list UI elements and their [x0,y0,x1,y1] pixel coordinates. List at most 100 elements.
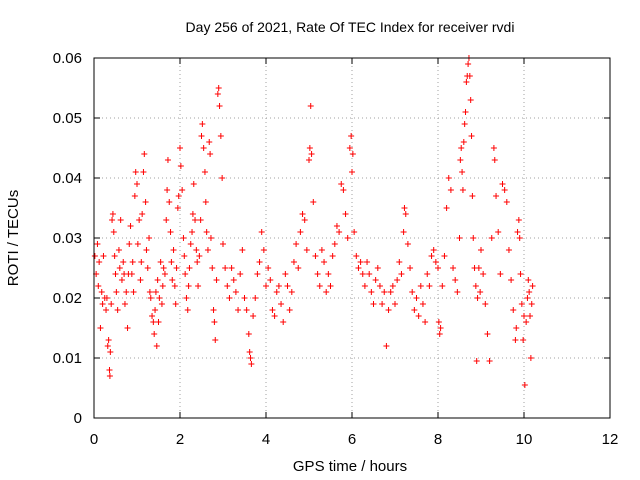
data-point [417,283,424,289]
x-tick-label: 8 [434,431,442,448]
y-tick-label: 0.01 [53,350,82,367]
data-point [123,289,130,295]
data-point [228,265,235,271]
data-point [183,295,190,301]
data-point [149,313,156,319]
data-point [154,277,161,283]
data-point [318,247,325,253]
data-point [458,145,465,151]
data-point [152,289,159,295]
data-point [237,271,244,277]
data-point [460,139,467,145]
grid-lines [94,58,610,418]
data-point [141,151,148,157]
data-point [186,265,193,271]
data-point [179,187,186,193]
data-point [381,289,388,295]
data-point [106,373,113,379]
data-point [424,271,431,277]
data-point [91,253,98,259]
y-tick-label: 0.02 [53,290,82,307]
data-point [171,283,178,289]
data-point [132,169,139,175]
x-tick-label: 2 [176,431,184,448]
data-point [269,307,276,313]
x-tick-label: 6 [348,431,356,448]
data-point [143,247,150,253]
data-point [213,277,220,283]
data-point [514,229,521,235]
data-point [396,259,403,265]
data-point [95,283,102,289]
data-point [314,271,321,277]
data-point [518,301,525,307]
data-point [109,217,116,223]
data-point [475,265,482,271]
data-point [140,169,147,175]
data-point [436,331,443,337]
data-point [409,289,416,295]
data-point [201,169,208,175]
data-point [312,253,319,259]
data-point [331,241,338,247]
data-point [267,277,274,283]
data-point [146,235,153,241]
data-point [139,211,146,217]
data-point [387,289,394,295]
data-point [308,151,315,157]
data-point [100,253,107,259]
data-point [260,247,267,253]
data-point [180,235,187,241]
data-point [254,271,261,277]
data-point [207,151,214,157]
data-point [217,133,224,139]
data-point [94,241,101,247]
chart-title: Day 256 of 2021, Rate Of TEC Index for r… [186,19,515,35]
data-point [265,265,272,271]
data-point [488,235,495,241]
data-point [346,145,353,151]
data-point [170,247,177,253]
data-point [394,277,401,283]
data-point [310,199,317,205]
data-point [508,277,515,283]
data-point [273,289,280,295]
data-point [349,151,356,157]
data-point [163,217,170,223]
data-point [130,289,137,295]
data-point [103,307,110,313]
data-point [459,187,466,193]
data-point [224,283,231,289]
data-point [513,325,520,331]
data-point [159,283,166,289]
y-tick-label: 0.03 [53,230,82,247]
data-point [216,103,223,109]
data-point [441,253,448,259]
data-point [124,325,131,331]
data-point [333,223,340,229]
data-point [469,193,476,199]
data-point [490,145,497,151]
data-point [202,199,209,205]
data-point [385,307,392,313]
data-point [197,217,204,223]
data-point [461,121,468,127]
data-point [307,103,314,109]
data-point [144,265,151,271]
data-point [146,289,153,295]
data-point [103,295,110,301]
data-point [398,271,405,277]
data-point [435,265,441,271]
data-point [478,247,484,253]
data-point [196,253,203,259]
data-point [157,259,164,265]
data-point [284,283,291,289]
data-point [456,235,463,241]
data-point [99,301,106,307]
data-point [204,247,211,253]
data-point [106,367,113,373]
data-point [158,301,165,307]
data-point [190,181,197,187]
data-point [278,301,285,307]
data-point [351,229,358,235]
